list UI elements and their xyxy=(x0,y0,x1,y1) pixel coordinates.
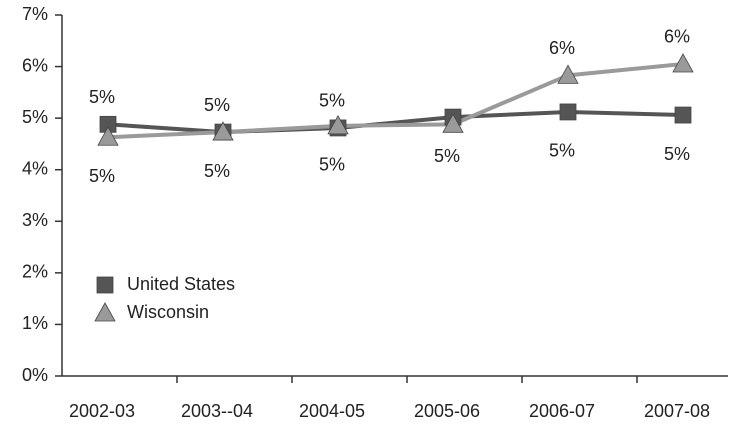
y-tick-label: 7% xyxy=(22,4,48,24)
series-line xyxy=(107,62,684,140)
data-label: 5% xyxy=(204,161,230,181)
y-tick-label: 0% xyxy=(22,365,48,385)
data-label: 5% xyxy=(89,166,115,186)
y-tick-label: 1% xyxy=(22,313,48,333)
data-point xyxy=(672,53,694,73)
data-point xyxy=(212,121,234,141)
legend-label: Wisconsin xyxy=(127,302,209,322)
data-point xyxy=(559,103,577,121)
data-label: 5% xyxy=(319,155,345,175)
x-tick-label: 2003--04 xyxy=(181,401,253,421)
y-tick-label: 2% xyxy=(22,262,48,282)
data-point xyxy=(327,115,349,135)
x-tick-label: 2006-07 xyxy=(529,401,595,421)
data-label: 5% xyxy=(434,146,460,166)
data-label: 5% xyxy=(319,91,345,111)
data-label: 6% xyxy=(664,27,690,47)
legend-marker xyxy=(94,302,116,322)
y-tick-label: 4% xyxy=(22,158,48,178)
legend-marker xyxy=(96,276,114,294)
x-tick-label: 2002-03 xyxy=(69,401,135,421)
y-tick-label: 5% xyxy=(22,107,48,127)
data-point xyxy=(442,113,464,133)
y-tick-label: 3% xyxy=(22,210,48,230)
data-label: 5% xyxy=(549,141,575,161)
y-tick-label: 6% xyxy=(22,55,48,75)
data-label: 5% xyxy=(664,144,690,164)
data-point xyxy=(674,106,692,124)
legend-label: United States xyxy=(127,274,235,294)
data-point xyxy=(97,126,119,146)
data-label: 6% xyxy=(549,38,575,58)
x-tick-label: 2004-05 xyxy=(299,401,365,421)
data-label: 5% xyxy=(204,95,230,115)
data-label: 5% xyxy=(89,87,115,107)
series-line xyxy=(107,109,684,135)
x-tick-label: 2007-08 xyxy=(644,401,710,421)
x-tick-label: 2005-06 xyxy=(414,401,480,421)
data-point xyxy=(557,64,579,84)
